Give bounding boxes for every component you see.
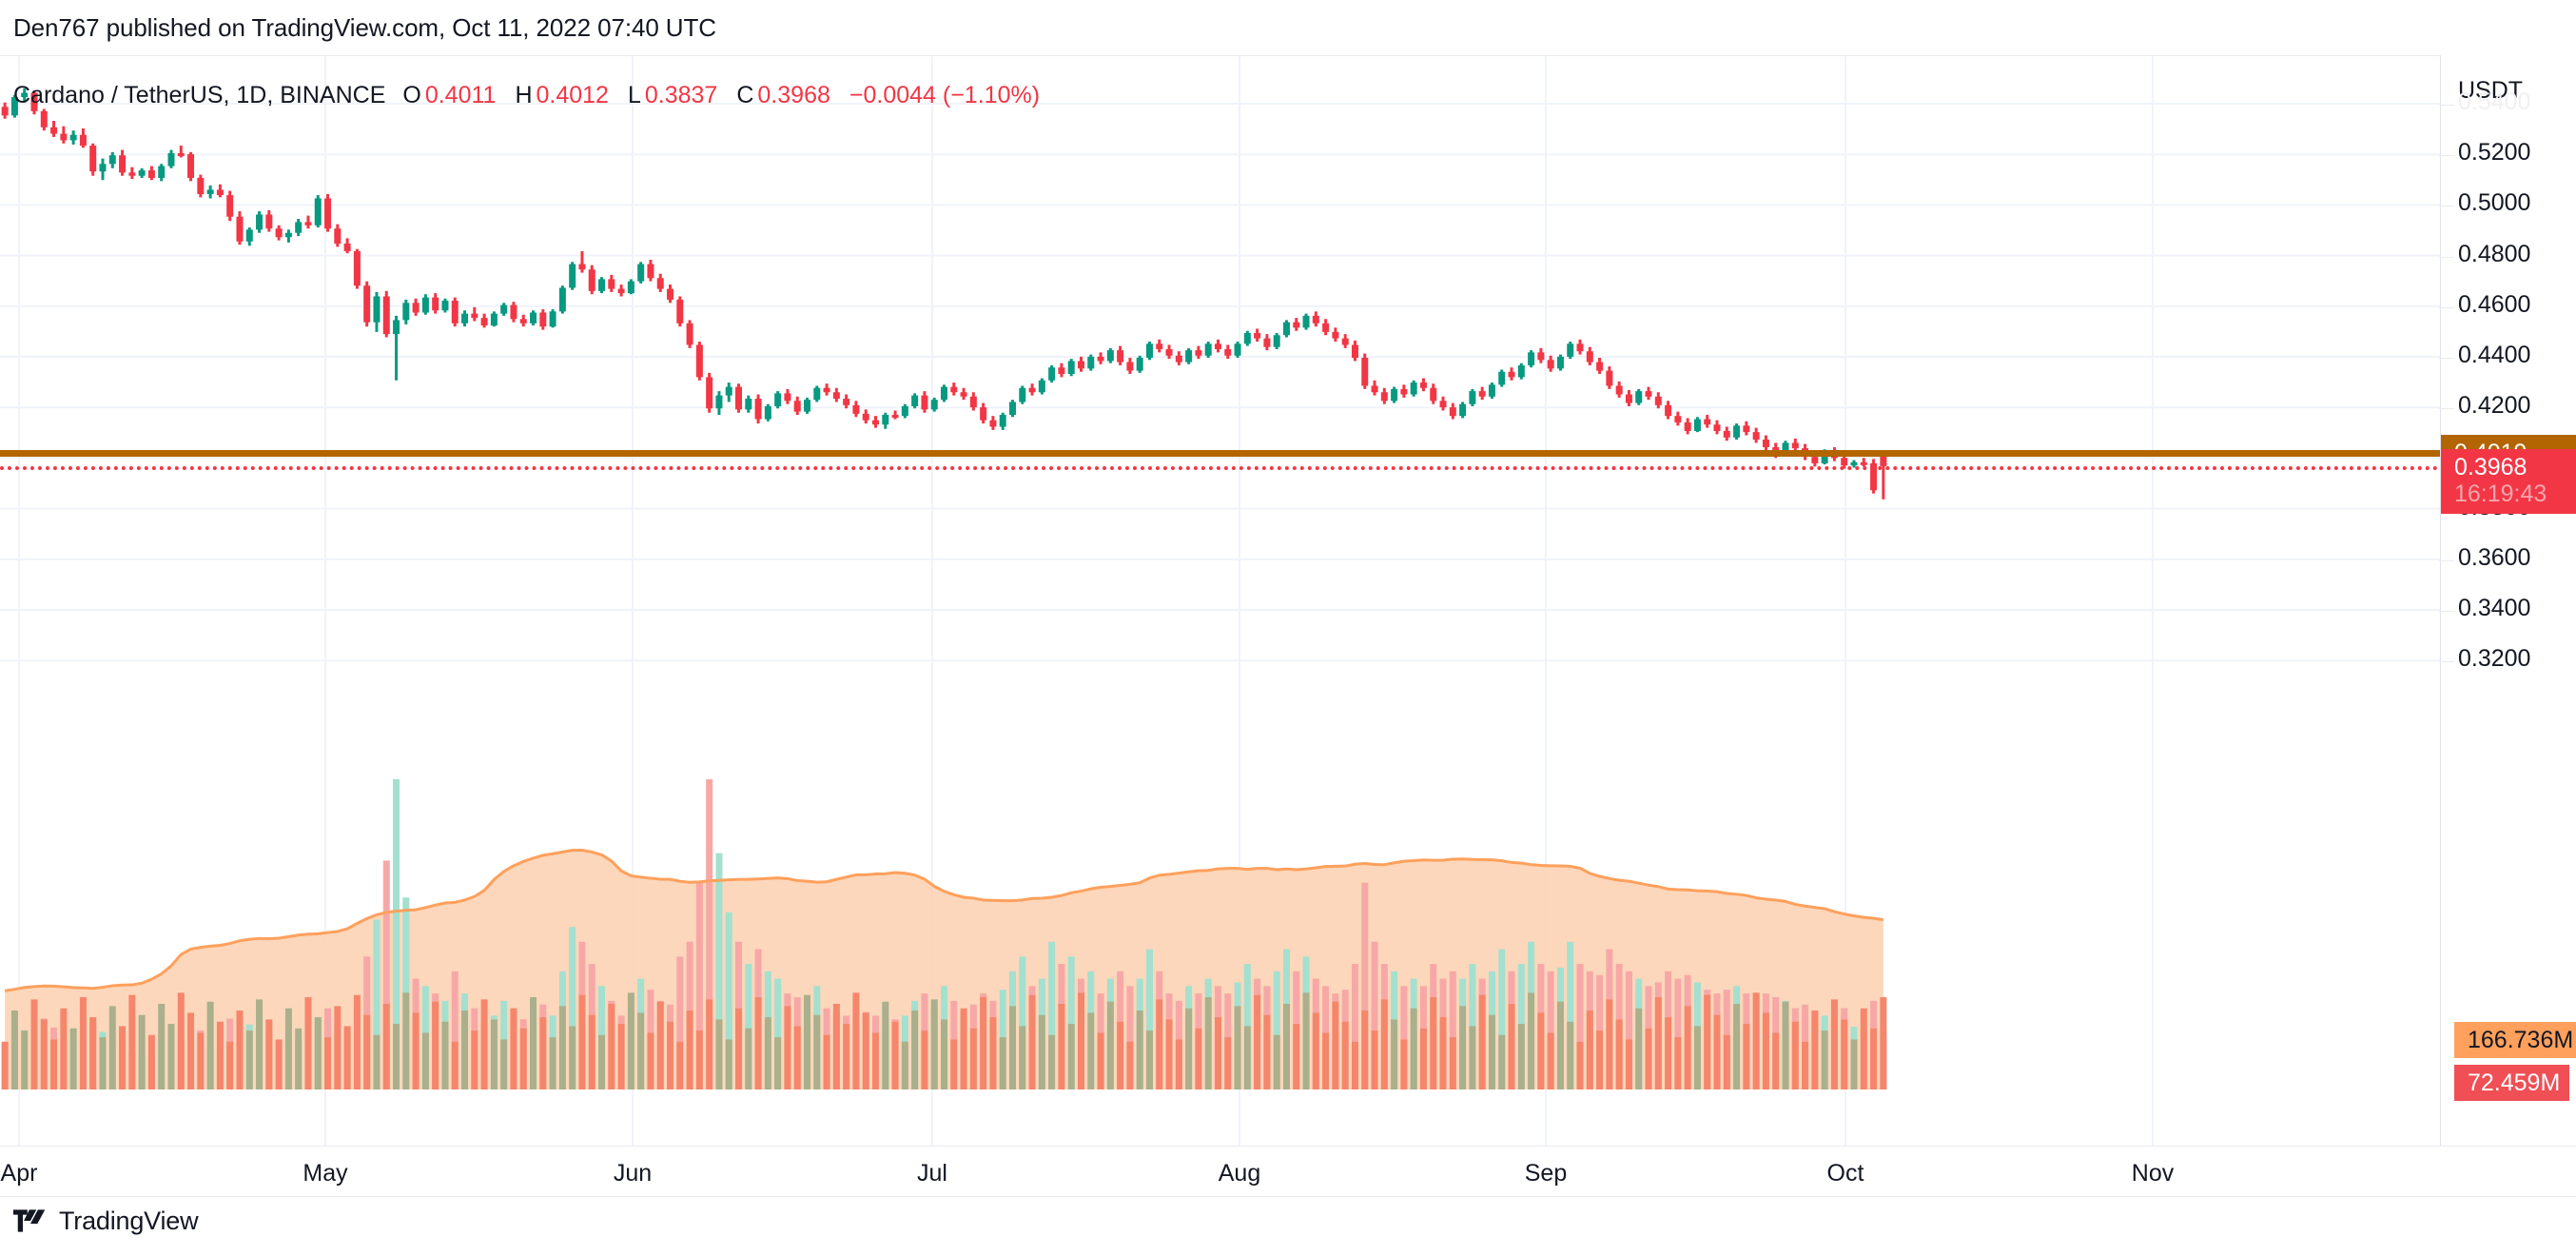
volume-badge[interactable]: 72.459M xyxy=(2454,1065,2570,1102)
price-axis-tick: 0.4400 xyxy=(2439,342,2530,369)
time-axis-top-border xyxy=(0,1146,2576,1147)
price-axis-tick: 0.3400 xyxy=(2439,595,2530,622)
price-axis-tick: 0.3600 xyxy=(2439,544,2530,572)
volume-ma-badge[interactable]: 166.736M xyxy=(2454,1022,2576,1059)
price-axis-tick: 0.3200 xyxy=(2439,645,2530,673)
chart-frame: Cardano / TetherUS, 1D, BINANCE O 0.4011… xyxy=(0,55,2576,1197)
publisher-text: Den767 published on TradingView.com, Oct… xyxy=(13,12,716,42)
horizontal-price-line[interactable] xyxy=(0,450,2440,458)
price-axis-tick-dash xyxy=(2439,358,2454,359)
time-axis[interactable]: Apr May Jun Jul Aug Sep Oct Nov xyxy=(0,1147,2440,1197)
price-axis-tick: 0.5000 xyxy=(2439,189,2530,217)
pane-top-border xyxy=(0,55,2440,56)
price-axis-tick: 0.4800 xyxy=(2439,241,2530,268)
time-axis-label: Jul xyxy=(917,1160,947,1187)
price-axis-tick-dash xyxy=(2439,256,2454,258)
time-axis-label: Apr xyxy=(0,1160,38,1187)
time-axis-label: Aug xyxy=(1218,1160,1261,1187)
brand-text: TradingView xyxy=(59,1206,199,1235)
time-axis-label: Nov xyxy=(2131,1160,2175,1187)
price-axis-tick: 0.5400 xyxy=(2439,88,2530,116)
time-axis-bottom-border xyxy=(0,1196,2576,1197)
time-axis-label: Oct xyxy=(1826,1160,1864,1187)
candlestick-series xyxy=(1,88,1887,500)
bar-countdown: 16:19:43 xyxy=(2454,481,2547,508)
footer-brand: TradingView xyxy=(13,1197,199,1245)
price-axis-tick-dash xyxy=(2439,408,2454,410)
price-axis-unit: USDT xyxy=(2458,77,2524,104)
price-axis-tick-dash xyxy=(2439,155,2454,157)
price-axis-tick-dash xyxy=(2439,306,2454,308)
last-price-line xyxy=(0,465,2440,470)
time-axis-label: Sep xyxy=(1524,1160,1568,1187)
price-axis-tick-dash xyxy=(2439,611,2454,612)
price-axis-tick-dash xyxy=(2439,661,2454,663)
price-axis[interactable]: USDT 0.5400 0.5200 0.5000 0.4800 0.4600 0.440… xyxy=(2439,56,2576,1142)
price-axis-tick: 0.5200 xyxy=(2439,139,2530,167)
time-axis-label: Jun xyxy=(613,1160,653,1187)
price-axis-separator xyxy=(2440,55,2441,1146)
price-axis-tick: 0.4600 xyxy=(2439,291,2530,319)
price-axis-tick-dash xyxy=(2439,559,2454,561)
time-axis-label: May xyxy=(302,1160,348,1187)
last-price-value: 0.3968 xyxy=(2454,453,2527,481)
price-axis-tick: 0.4200 xyxy=(2439,392,2530,420)
tradingview-logo-icon xyxy=(13,1208,49,1233)
publisher-header: Den767 published on TradingView.com, Oct… xyxy=(0,0,2576,55)
last-price-badge[interactable]: 0.3968 16:19:43 xyxy=(2441,448,2576,515)
price-axis-tick-dash xyxy=(2439,105,2454,106)
plot-area[interactable] xyxy=(0,56,2440,1146)
volume-series xyxy=(1,779,1887,1089)
